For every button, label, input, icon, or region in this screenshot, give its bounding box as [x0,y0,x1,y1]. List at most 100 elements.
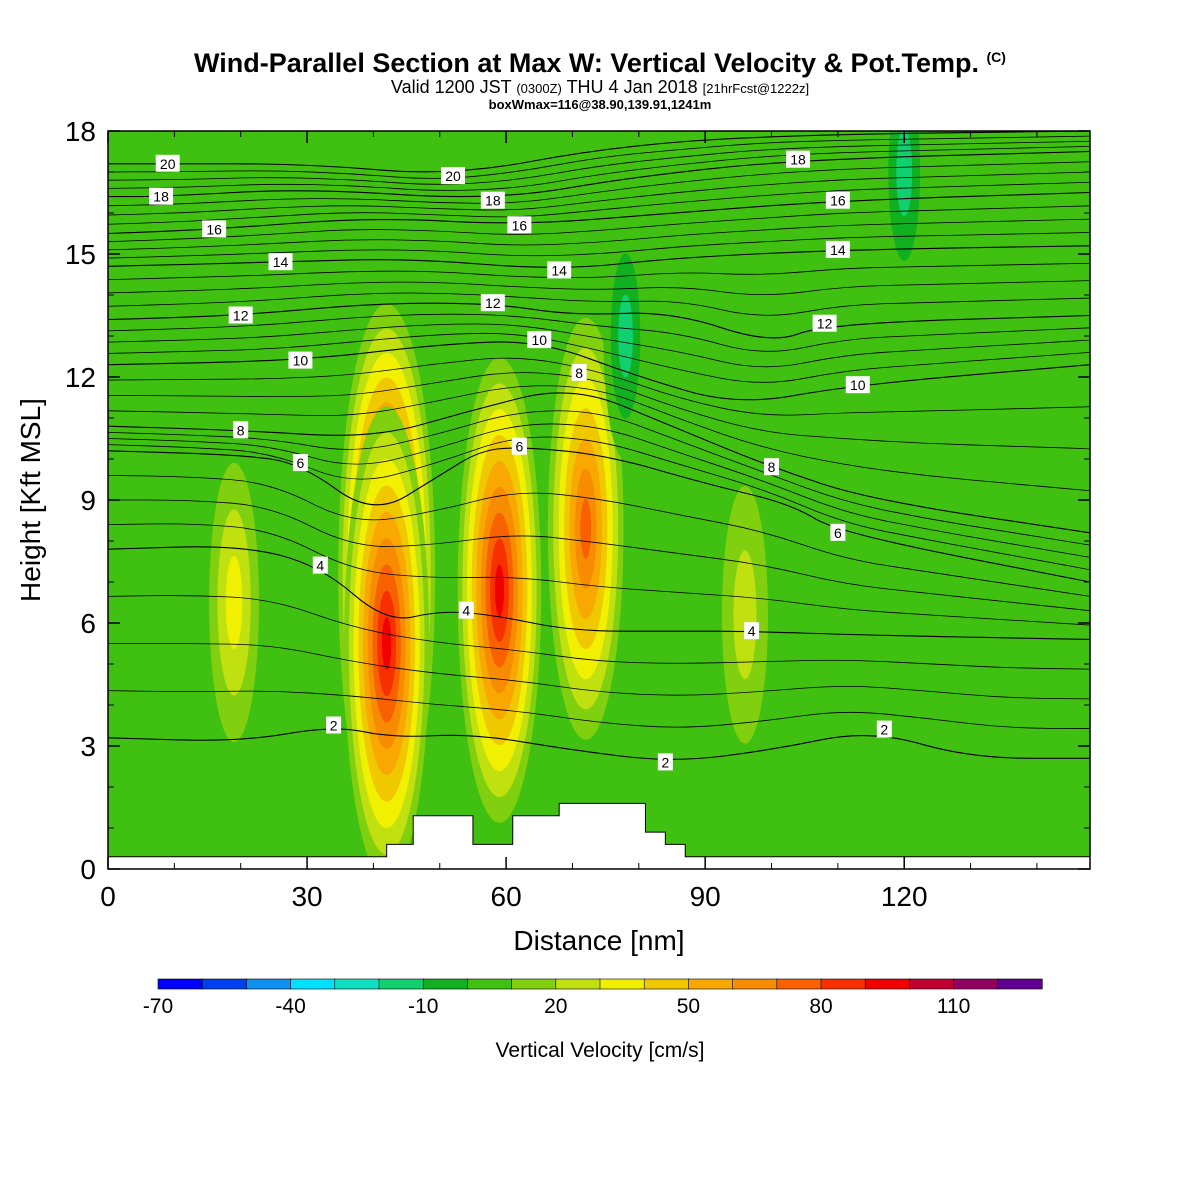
contour-label-box [845,376,870,394]
velocity-cell [457,357,542,823]
velocity-cell [880,131,929,306]
y-tick-label: 0 [80,854,96,885]
colorbar-swatch [909,978,955,990]
contour-label: 14 [273,254,289,270]
contour-label: 14 [830,242,846,258]
contour-label: 8 [768,459,776,475]
contour-label: 18 [153,189,169,205]
contour-label: 2 [880,722,888,738]
contour-label: 20 [160,156,176,172]
contour-label: 4 [316,558,324,574]
theta-contour-line [108,523,1090,626]
colorbar-swatch [334,978,380,990]
theta-contour-line [108,262,1090,281]
colorbar-swatch [422,978,469,990]
chart-title: Wind-Parallel Section at Max W: Vertical… [0,42,1200,78]
contour-label-box [228,306,253,324]
x-tick-label: 30 [291,881,322,912]
contour-label: 16 [206,221,222,237]
contour-label: 10 [850,377,866,393]
theta-contour-line [108,690,1090,729]
velocity-cell [547,317,624,740]
theta-contour-line [108,372,1090,450]
contour-label-box [830,523,846,541]
colorbar-title: Vertical Velocity [cm/s] [496,1039,705,1062]
x-tick-label: 120 [881,881,928,912]
axes: 0 30 60 90 120 0 3 6 9 12 15 18 Distance [nm] Height … [15,116,1090,956]
theta-contour-line [108,181,1090,225]
terrain [108,802,1090,869]
velocity-cell [603,211,648,461]
valid-date: THU 4 Jan 2018 [566,77,698,97]
y-tick-label: 18 [65,116,96,147]
contour-label-box [458,601,474,619]
contour-label-box [812,314,837,332]
theta-contour-line [108,357,1090,416]
theta-contour-line [108,643,1090,700]
colorbar-label: -70 [143,995,173,1018]
box-info: boxWmax=116@38.90,139.91,1241m [488,97,712,112]
contour-label-box [268,253,293,271]
contour-label-box [202,220,227,238]
contour-label-box [764,458,780,476]
theta-contour-line [108,245,1090,268]
contour-label: 12 [233,308,249,324]
colorbar-swatch [776,978,822,990]
theta-contour-line [108,728,1090,760]
theta-contour-line [108,499,1090,612]
contour-label: 8 [237,422,245,438]
valid-time: Valid 1200 JST (0300Z) THU 4 Jan 2018 [2… [0,78,1200,98]
contour-label-box [149,187,174,205]
theta-contour-line [108,302,1090,339]
theta-contour-line [108,546,1090,640]
contour-label: 20 [445,168,461,184]
colorbar-swatch [378,978,424,990]
colorbar-swatch [157,978,203,990]
valid-utc: (0300Z) [516,81,562,96]
theta-contour-line [108,140,1090,185]
contour-label-box [233,421,249,439]
theta-contour-line [108,150,1090,198]
contour-label-box [876,720,892,738]
theta-contour-line [108,475,1090,597]
velocity-band [494,564,505,617]
y-tick-label: 3 [80,731,96,762]
contour-label-box [744,622,760,640]
theta-contour-line [108,232,1090,259]
contour-label-box [527,331,552,349]
colorbar-swatch [511,978,557,990]
theta-contour-line [108,292,1090,316]
contour-label-box [155,154,180,172]
theta-contour-line [108,135,1090,179]
velocity-band [225,555,243,650]
colorbar-swatch [555,978,601,990]
colorbar-swatch [953,978,999,990]
contour-label: 14 [551,262,567,278]
colorbar-swatch [688,978,734,990]
theta-contour-line [108,332,1090,383]
velocity-band [896,131,913,217]
theta-contour-line [108,392,1090,534]
colorbar-label: 110 [937,995,970,1018]
theta-contours [108,131,1090,760]
contour-label-box [507,216,532,234]
colorbar-label: -10 [408,995,438,1018]
contour-label-box [786,150,811,168]
theta-contour-line [108,205,1090,243]
colorbar-swatch [732,978,778,990]
contour-label: 12 [817,316,833,332]
forecast-info: [21hrFcst@1222z] [702,81,810,96]
theta-contour-line [108,131,1090,173]
contour-label: 16 [512,217,528,233]
colorbar-swatch [643,978,690,990]
theta-contour-line [108,171,1090,216]
colorbar: -70 -40 -10 20 50 80 110 Vertical Velocity [cm/… [143,978,1043,1062]
plot-area: 2 2 2 4 4 4 6 6 6 8 8 8 10 10 10 12 12 12 14 14 14 16 16 16 18 18… [108,131,1090,869]
contour-label-box [312,556,328,574]
x-tick-label: 60 [491,881,522,912]
contour-labels: 2 2 2 4 4 4 6 6 6 8 8 8 10 10 10 12 12 12 14 14 14 16 16 16 18 18… [149,150,892,771]
contour-label: 6 [834,525,842,541]
theta-contour-line [108,218,1090,251]
colorbar-label: 20 [544,995,567,1018]
